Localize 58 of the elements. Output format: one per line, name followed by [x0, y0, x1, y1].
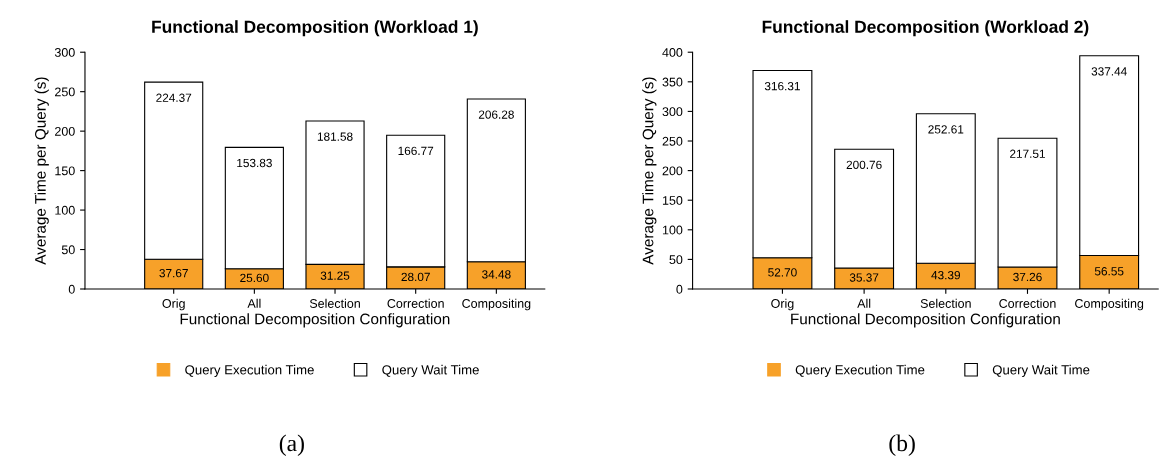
legend-label: Query Execution Time — [185, 364, 314, 378]
data-label: 316.31 — [764, 81, 800, 91]
y-tick-label: 50 — [61, 245, 75, 255]
data-label: 153.83 — [237, 158, 272, 168]
data-label: 37.26 — [1013, 272, 1042, 282]
data-label: 35.37 — [849, 273, 879, 282]
data-label: 25.60 — [240, 273, 269, 283]
y-tick-label: 200 — [55, 126, 75, 136]
chart-title: Functional Decomposition (Workload 1) — [152, 20, 478, 37]
data-label: 52.70 — [768, 268, 797, 277]
data-label: 206.28 — [478, 110, 514, 119]
legend-label: Query Wait Time — [382, 364, 479, 378]
chart-title: Functional Decomposition (Workload 2) — [762, 20, 1089, 37]
data-label: 252.61 — [928, 125, 964, 134]
y-tick-label: 300 — [662, 107, 683, 117]
text: (a) — [279, 434, 304, 456]
data-label: 181.58 — [317, 132, 353, 141]
data-label: 43.39 — [931, 270, 961, 280]
y-tick-label: 350 — [662, 77, 683, 87]
data-label: 200.76 — [846, 160, 882, 169]
x-tick-label: All — [857, 298, 871, 308]
y-axis-title: Average Time per Query (s) — [642, 77, 657, 265]
x-tick-label: Orig — [771, 298, 794, 311]
data-label: 34.48 — [482, 270, 511, 279]
x-tick-label: Compositing — [462, 298, 531, 311]
y-tick-label: 250 — [662, 136, 683, 146]
y-tick-label: 400 — [662, 48, 683, 57]
x-axis-title: Functional Decomposition Configuration — [180, 313, 450, 328]
x-tick-label: Correction — [999, 298, 1056, 308]
data-label: 28.07 — [401, 272, 430, 282]
data-label: 37.67 — [159, 268, 188, 278]
data-label: 217.51 — [1010, 149, 1045, 158]
legend-label: Query Wait Time — [992, 364, 1090, 378]
y-tick-label: 150 — [662, 196, 683, 205]
x-tick-label: Compositing — [1075, 298, 1144, 311]
y-tick-label: 200 — [662, 166, 683, 176]
data-label: 166.77 — [398, 146, 434, 155]
data-label: 31.25 — [320, 271, 350, 280]
x-axis-title: Functional Decomposition Configuration — [791, 313, 1060, 328]
y-tick-label: 0 — [676, 284, 683, 294]
y-tick-label: 150 — [55, 166, 75, 176]
data-label: 224.37 — [156, 93, 192, 102]
x-tick-label: All — [247, 298, 261, 308]
y-tick-label: 300 — [54, 48, 75, 57]
x-tick-label: Correction — [387, 298, 444, 308]
data-label: 56.55 — [1094, 267, 1124, 276]
legend-label: Query Execution Time — [795, 364, 925, 378]
y-tick-label: 0 — [68, 284, 75, 294]
y-tick-label: 100 — [55, 205, 75, 215]
data-label: 337.44 — [1091, 67, 1127, 76]
x-tick-label: Selection — [920, 298, 971, 308]
x-tick-label: Selection — [309, 298, 360, 308]
x-tick-label: Orig — [162, 298, 185, 311]
y-tick-label: 250 — [55, 87, 75, 97]
y-tick-label: 100 — [662, 225, 683, 235]
y-axis-title: Average Time per Query (s) — [34, 77, 49, 265]
text: (b) — [889, 434, 915, 456]
y-tick-label: 50 — [669, 255, 683, 265]
